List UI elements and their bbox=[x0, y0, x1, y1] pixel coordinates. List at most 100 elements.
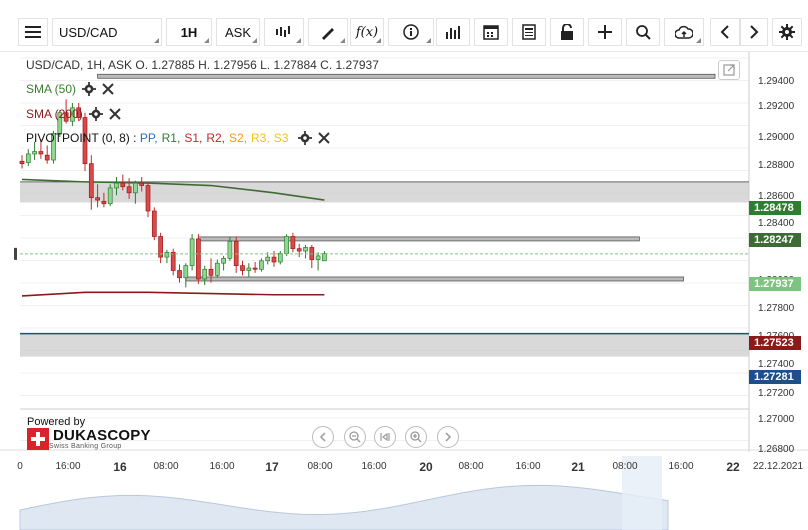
zoom-in-icon[interactable] bbox=[405, 426, 427, 448]
pivot-label: PIVOTPOINT (0, 8) bbox=[26, 131, 130, 145]
symbol-select[interactable]: USD/CAD bbox=[52, 18, 162, 46]
x-tick-label: 08:00 bbox=[307, 461, 333, 472]
candles-icon[interactable] bbox=[264, 18, 304, 46]
info-icon[interactable] bbox=[388, 18, 434, 46]
y-tick-label: 1.27400 bbox=[758, 359, 795, 370]
sma50-line bbox=[21, 178, 325, 201]
pivot-sep: : bbox=[129, 131, 140, 145]
y-tick-label: 1.27000 bbox=[758, 414, 795, 425]
pivot-item: PP, bbox=[139, 131, 158, 145]
candle-body bbox=[88, 163, 94, 199]
legend-header-text: USD/CAD, 1H, ASK O. 1.27885 H. 1.27956 L… bbox=[26, 58, 379, 72]
brand-name: DUKASCOPY bbox=[53, 426, 151, 444]
candle-body bbox=[170, 251, 176, 271]
nav-forward-icon[interactable] bbox=[437, 426, 459, 448]
candle-body bbox=[19, 160, 25, 165]
y-tick-label: 1.28600 bbox=[758, 191, 795, 202]
candle-body bbox=[44, 154, 50, 161]
close-icon[interactable] bbox=[318, 132, 331, 144]
brand-tagline: Swiss Banking Group bbox=[49, 442, 122, 450]
candle-body bbox=[126, 186, 132, 194]
legend-pivot: PIVOTPOINT (0, 8) : PP, R1, S1, R2, S2, R3, S3 bbox=[26, 131, 331, 145]
expand-icon[interactable] bbox=[718, 60, 740, 80]
pivot-item: R2, bbox=[206, 131, 226, 145]
candle-body bbox=[139, 182, 145, 186]
symbol-label: USD/CAD bbox=[59, 24, 118, 40]
price-tag: 1.28247 bbox=[749, 233, 801, 247]
level-line bbox=[185, 276, 684, 282]
drag-handle bbox=[14, 247, 17, 260]
reset-zoom-icon[interactable] bbox=[374, 426, 396, 448]
zone-band bbox=[20, 333, 749, 357]
gear-icon[interactable] bbox=[88, 107, 103, 121]
candle-body bbox=[177, 270, 182, 279]
y-tick-label: 1.27200 bbox=[758, 388, 795, 399]
powered-by: Powered by bbox=[27, 416, 86, 428]
chart-area[interactable]: USD/CAD, 1H, ASK O. 1.27885 H. 1.27956 L… bbox=[0, 52, 808, 530]
candle-body bbox=[32, 151, 37, 155]
candle-body bbox=[265, 256, 271, 262]
dukascopy-logo[interactable]: DUKASCOPY Swiss Banking Group bbox=[27, 428, 151, 450]
candle-body bbox=[240, 265, 245, 271]
period-select[interactable]: 1H bbox=[166, 18, 212, 46]
candle-body bbox=[290, 236, 296, 249]
toolbar: USD/CAD 1H ASK f(x) bbox=[0, 0, 808, 52]
draw-icon[interactable] bbox=[308, 18, 348, 46]
calendar-icon[interactable] bbox=[474, 18, 508, 46]
nav-back-icon[interactable] bbox=[312, 426, 334, 448]
x-tick-label: 08:00 bbox=[612, 461, 638, 472]
navigator-window bbox=[622, 456, 662, 530]
x-tick-label: 16 bbox=[113, 460, 127, 474]
x-tick-label: 22.12.2021 bbox=[752, 461, 804, 472]
news-icon[interactable] bbox=[512, 18, 546, 46]
sma200-label: SMA (200) bbox=[26, 107, 83, 121]
close-icon[interactable] bbox=[108, 108, 121, 120]
zone-band bbox=[20, 181, 749, 203]
gear-icon[interactable] bbox=[298, 131, 313, 145]
candle-body bbox=[70, 107, 75, 122]
candle-body bbox=[221, 257, 226, 264]
y-tick-label: 1.27800 bbox=[758, 303, 795, 314]
candle-body bbox=[76, 107, 82, 118]
y-tick-label: 1.29200 bbox=[758, 101, 795, 112]
pivot-items: PP, R1, S1, R2, S2, R3, S3 bbox=[140, 131, 293, 145]
candle-body bbox=[183, 265, 189, 279]
candle-body bbox=[271, 256, 277, 263]
x-tick-label: 16:00 bbox=[668, 461, 694, 472]
price-chart[interactable] bbox=[0, 52, 808, 530]
zoom-icon[interactable] bbox=[626, 18, 660, 46]
fx-icon[interactable]: f(x) bbox=[350, 18, 384, 46]
legend-sma50: SMA (50) bbox=[26, 82, 114, 96]
x-tick-label: 08:00 bbox=[458, 461, 484, 472]
close-icon[interactable] bbox=[102, 83, 114, 95]
candle-body bbox=[208, 268, 214, 276]
chevron-left-icon[interactable] bbox=[710, 18, 740, 46]
price-tag: 1.27523 bbox=[749, 336, 801, 350]
cloud-upload-icon[interactable] bbox=[664, 18, 704, 46]
candle-body bbox=[145, 185, 151, 212]
level-line bbox=[97, 73, 716, 79]
zoom-out-icon[interactable] bbox=[344, 426, 366, 448]
legend-sma200: SMA (200) bbox=[26, 107, 121, 121]
sma200-line bbox=[21, 291, 325, 297]
volume-bars-icon[interactable] bbox=[436, 18, 470, 46]
candle-body bbox=[303, 247, 308, 252]
gear-icon[interactable] bbox=[772, 18, 802, 46]
lock-icon[interactable] bbox=[550, 18, 584, 46]
candle-body bbox=[82, 117, 88, 165]
side-select[interactable]: ASK bbox=[216, 18, 260, 46]
chevron-right-icon[interactable] bbox=[740, 18, 768, 46]
y-tick-label: 1.29000 bbox=[758, 132, 795, 143]
menu-icon[interactable] bbox=[18, 18, 48, 46]
crosshair-icon[interactable] bbox=[588, 18, 622, 46]
candle-body bbox=[133, 182, 138, 194]
x-tick-label: 16:00 bbox=[55, 461, 81, 472]
x-tick-label: 21 bbox=[571, 460, 585, 474]
gear-icon[interactable] bbox=[82, 82, 97, 96]
x-tick-label: 20 bbox=[419, 460, 433, 474]
candle-body bbox=[25, 153, 31, 163]
price-tag: 1.27937 bbox=[749, 277, 801, 291]
x-tick-label: 16:00 bbox=[515, 461, 541, 472]
level-line bbox=[197, 236, 640, 242]
y-tick-label: 1.28800 bbox=[758, 160, 795, 171]
